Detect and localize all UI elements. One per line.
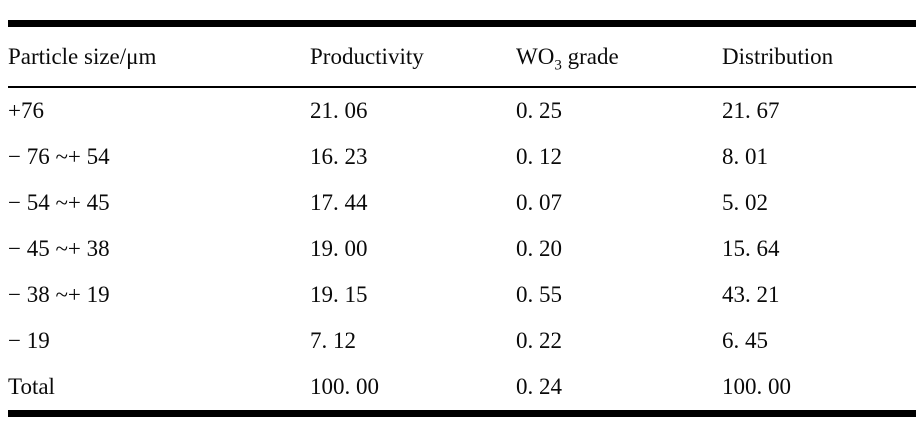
cell-productivity: 7. 12 bbox=[310, 328, 356, 353]
data-table: Particle size/μm Productivity WO3 grade … bbox=[8, 20, 916, 417]
particle-size-table: Particle size/μm Productivity WO3 grade … bbox=[8, 20, 916, 417]
table-row-total: Total 100. 00 0. 24 100. 00 bbox=[8, 364, 916, 414]
cell-wo3-grade: 0. 12 bbox=[516, 144, 562, 169]
column-header-particle-size: Particle size/μm bbox=[8, 23, 310, 88]
table-row: − 38 ~+ 19 19. 15 0. 55 43. 21 bbox=[8, 272, 916, 318]
cell-productivity: 19. 15 bbox=[310, 282, 368, 307]
cell-wo3-grade: 0. 24 bbox=[516, 374, 562, 399]
cell-distribution: 5. 02 bbox=[722, 190, 768, 215]
column-header-distribution: Distribution bbox=[722, 23, 916, 88]
column-header-productivity: Productivity bbox=[310, 23, 516, 88]
cell-wo3-grade: 0. 55 bbox=[516, 282, 562, 307]
cell-wo3-grade: 0. 22 bbox=[516, 328, 562, 353]
cell-particle-size: − 38 ~+ 19 bbox=[8, 282, 110, 307]
table-header: Particle size/μm Productivity WO3 grade … bbox=[8, 23, 916, 88]
cell-distribution: 8. 01 bbox=[722, 144, 768, 169]
cell-wo3-grade: 0. 07 bbox=[516, 190, 562, 215]
cell-particle-size: Total bbox=[8, 374, 55, 399]
table-row: − 76 ~+ 54 16. 23 0. 12 8. 01 bbox=[8, 134, 916, 180]
table-row: +76 21. 06 0. 25 21. 67 bbox=[8, 87, 916, 134]
cell-distribution: 15. 64 bbox=[722, 236, 780, 261]
cell-distribution: 21. 67 bbox=[722, 98, 780, 123]
cell-productivity: 17. 44 bbox=[310, 190, 368, 215]
header-row: Particle size/μm Productivity WO3 grade … bbox=[8, 23, 916, 88]
cell-productivity: 19. 00 bbox=[310, 236, 368, 261]
cell-particle-size: − 45 ~+ 38 bbox=[8, 236, 110, 261]
cell-wo3-grade: 0. 25 bbox=[516, 98, 562, 123]
cell-particle-size: +76 bbox=[8, 98, 44, 123]
table-row: − 54 ~+ 45 17. 44 0. 07 5. 02 bbox=[8, 180, 916, 226]
cell-particle-size: − 19 bbox=[8, 328, 50, 353]
wo3-subscript: 3 bbox=[554, 57, 562, 74]
cell-particle-size: − 76 ~+ 54 bbox=[8, 144, 110, 169]
cell-productivity: 16. 23 bbox=[310, 144, 368, 169]
cell-distribution: 100. 00 bbox=[722, 374, 791, 399]
column-header-wo3-grade: WO3 grade bbox=[516, 23, 722, 88]
cell-distribution: 43. 21 bbox=[722, 282, 780, 307]
table-body: +76 21. 06 0. 25 21. 67 − 76 ~+ 54 16. 2… bbox=[8, 87, 916, 414]
cell-particle-size: − 54 ~+ 45 bbox=[8, 190, 110, 215]
cell-productivity: 100. 00 bbox=[310, 374, 379, 399]
table-row: − 45 ~+ 38 19. 00 0. 20 15. 64 bbox=[8, 226, 916, 272]
cell-productivity: 21. 06 bbox=[310, 98, 368, 123]
cell-wo3-grade: 0. 20 bbox=[516, 236, 562, 261]
wo3-rest-text: grade bbox=[561, 43, 619, 69]
wo3-base-text: WO bbox=[516, 43, 555, 69]
cell-distribution: 6. 45 bbox=[722, 328, 768, 353]
table-row: − 19 7. 12 0. 22 6. 45 bbox=[8, 318, 916, 364]
